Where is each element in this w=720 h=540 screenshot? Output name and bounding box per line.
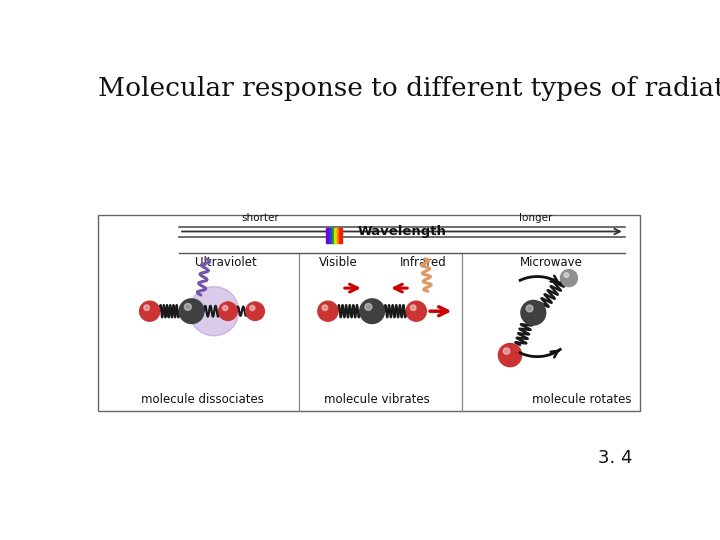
Text: Visible: Visible [319, 256, 357, 269]
Circle shape [219, 302, 238, 320]
Text: 3. 4: 3. 4 [598, 449, 632, 467]
Text: molecule rotates: molecule rotates [532, 393, 632, 406]
Bar [331, 228, 334, 244]
Bar [339, 228, 342, 244]
Circle shape [140, 301, 160, 321]
Bar [98, 215, 640, 411]
Text: shorter: shorter [242, 213, 279, 222]
Circle shape [498, 343, 522, 367]
Circle shape [179, 299, 204, 323]
Circle shape [564, 273, 569, 278]
Text: molecule vibrates: molecule vibrates [324, 393, 430, 406]
Circle shape [318, 301, 338, 321]
Circle shape [560, 269, 577, 287]
Circle shape [222, 306, 228, 310]
Text: longer: longer [519, 213, 552, 222]
Text: Microwave: Microwave [520, 256, 582, 269]
Text: molecule dissociates: molecule dissociates [141, 393, 264, 406]
Circle shape [184, 303, 192, 310]
Circle shape [322, 305, 328, 310]
Circle shape [410, 305, 416, 310]
Text: Wavelength: Wavelength [358, 225, 446, 238]
Circle shape [526, 305, 533, 312]
Circle shape [250, 306, 255, 310]
Circle shape [521, 300, 546, 325]
Bar [334, 228, 337, 244]
Bar [329, 228, 331, 244]
Circle shape [503, 348, 510, 354]
Circle shape [246, 302, 264, 320]
Circle shape [406, 301, 426, 321]
Text: Molecular response to different types of radiation: Molecular response to different types of… [98, 76, 720, 102]
Text: Infrared: Infrared [400, 256, 446, 269]
Text: Ultraviolet: Ultraviolet [194, 256, 256, 269]
Bar [326, 228, 329, 244]
Circle shape [360, 299, 384, 323]
Circle shape [365, 303, 372, 310]
Circle shape [189, 287, 239, 336]
Bar [337, 228, 339, 244]
Circle shape [144, 305, 150, 310]
